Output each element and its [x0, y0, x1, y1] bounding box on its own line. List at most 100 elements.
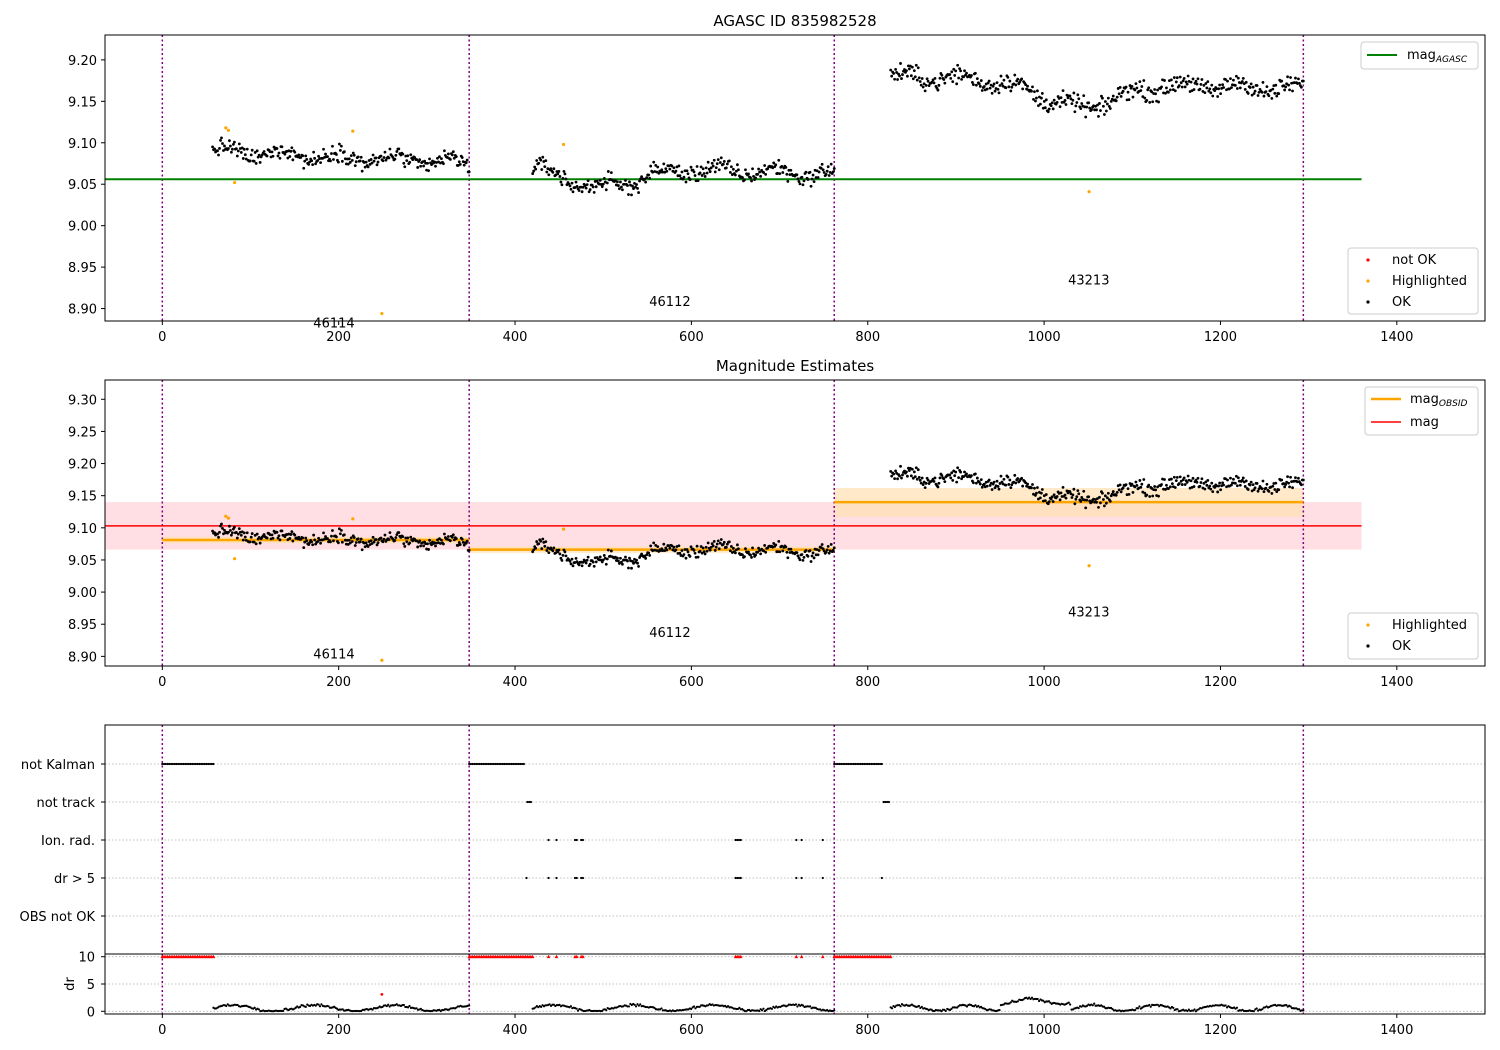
- flag-point: [203, 762, 206, 766]
- legend-swatch: [1366, 644, 1370, 648]
- ok-point: [638, 179, 641, 183]
- ok-point: [829, 542, 833, 546]
- ok-point: [443, 532, 446, 536]
- ok-point: [302, 166, 306, 170]
- ok-point: [1226, 79, 1229, 83]
- ok-point: [953, 74, 957, 77]
- ok-point: [892, 72, 896, 75]
- ok-point: [440, 157, 443, 161]
- ok-point: [544, 159, 548, 163]
- ok-point: [1046, 110, 1050, 114]
- dr-point: [341, 1008, 344, 1011]
- ok-point: [1208, 87, 1212, 91]
- dr-point: [1149, 1005, 1152, 1008]
- flag-point: [800, 838, 803, 842]
- dr-point: [1148, 1003, 1151, 1007]
- ok-point: [1127, 492, 1131, 496]
- x-tick-label: 1000: [1028, 675, 1061, 690]
- legend-mag-agasc: [1360, 41, 1479, 70]
- ok-point: [1135, 483, 1139, 487]
- ok-point: [401, 152, 405, 156]
- ok-point: [1075, 495, 1079, 499]
- ok-point: [952, 67, 956, 71]
- ok-point: [1253, 89, 1257, 93]
- ok-point: [283, 152, 287, 156]
- ok-point: [1070, 496, 1074, 499]
- ok-point: [223, 144, 226, 148]
- ok-point: [339, 529, 343, 532]
- ok-point: [604, 188, 608, 192]
- ok-point: [446, 152, 450, 156]
- axes-frame: [104, 724, 1486, 955]
- ok-point: [649, 164, 653, 168]
- x-tick-label: 800: [855, 1023, 880, 1038]
- ok-point: [1277, 92, 1281, 96]
- ok-point: [1183, 85, 1187, 89]
- ok-point: [383, 150, 387, 154]
- ok-point: [724, 545, 728, 549]
- dr-point: [762, 1007, 765, 1010]
- ok-point: [907, 67, 911, 71]
- ok-point: [557, 548, 561, 552]
- ok-point: [698, 549, 702, 553]
- dr-point: [1187, 1008, 1190, 1011]
- ok-point: [695, 544, 699, 548]
- ok-point: [1071, 493, 1075, 497]
- ok-point: [704, 166, 708, 170]
- ok-point: [213, 147, 216, 151]
- ok-point: [1127, 98, 1131, 102]
- ok-point: [915, 78, 919, 82]
- ok-point: [458, 162, 462, 166]
- x-tick-label: 400: [503, 675, 528, 690]
- ok-point: [1026, 482, 1029, 486]
- ok-point: [245, 147, 249, 151]
- ok-point: [741, 553, 744, 557]
- ok-point: [1037, 104, 1040, 108]
- ok-point: [763, 544, 767, 547]
- ok-point: [535, 159, 539, 162]
- ok-point: [415, 539, 419, 543]
- flag-point: [508, 762, 511, 766]
- ok-point: [1007, 85, 1011, 89]
- ok-point: [559, 180, 563, 184]
- flag-point: [873, 762, 876, 766]
- flag-point: [184, 762, 187, 766]
- flag-label: Ion. rad.: [41, 834, 95, 849]
- ok-point: [802, 555, 806, 559]
- ok-point: [277, 151, 281, 155]
- highlighted-point: [561, 527, 566, 531]
- ok-point: [434, 544, 437, 548]
- flag-point: [834, 762, 838, 766]
- flag-point: [800, 876, 803, 880]
- flag-point: [191, 762, 194, 766]
- ok-point: [752, 174, 755, 178]
- dr-point: [1252, 1010, 1255, 1013]
- ok-point: [374, 156, 378, 160]
- ok-point: [537, 161, 541, 165]
- ok-point: [806, 178, 810, 181]
- dr-clipped-marker: [799, 954, 804, 959]
- ok-point: [1088, 106, 1092, 110]
- dr-point: [1172, 1006, 1175, 1010]
- ok-point: [800, 175, 804, 179]
- flag-point: [555, 838, 558, 842]
- flag-point: [795, 838, 798, 842]
- ok-point: [337, 142, 341, 146]
- ok-point: [382, 537, 386, 541]
- ok-point: [668, 546, 672, 550]
- ok-point: [218, 147, 221, 150]
- ok-point: [696, 179, 700, 183]
- ok-point: [950, 471, 954, 475]
- ok-point: [310, 159, 314, 163]
- dr-point: [692, 1005, 696, 1008]
- ok-point: [241, 538, 245, 542]
- flag-point: [575, 838, 578, 842]
- y-tick-label: 9.30: [68, 393, 97, 408]
- ok-point: [601, 558, 605, 562]
- ok-point: [621, 562, 624, 566]
- ok-point: [430, 163, 433, 166]
- flag-point: [886, 800, 889, 804]
- ok-point: [1232, 78, 1235, 82]
- highlighted-point: [224, 126, 228, 130]
- ok-point: [728, 170, 732, 174]
